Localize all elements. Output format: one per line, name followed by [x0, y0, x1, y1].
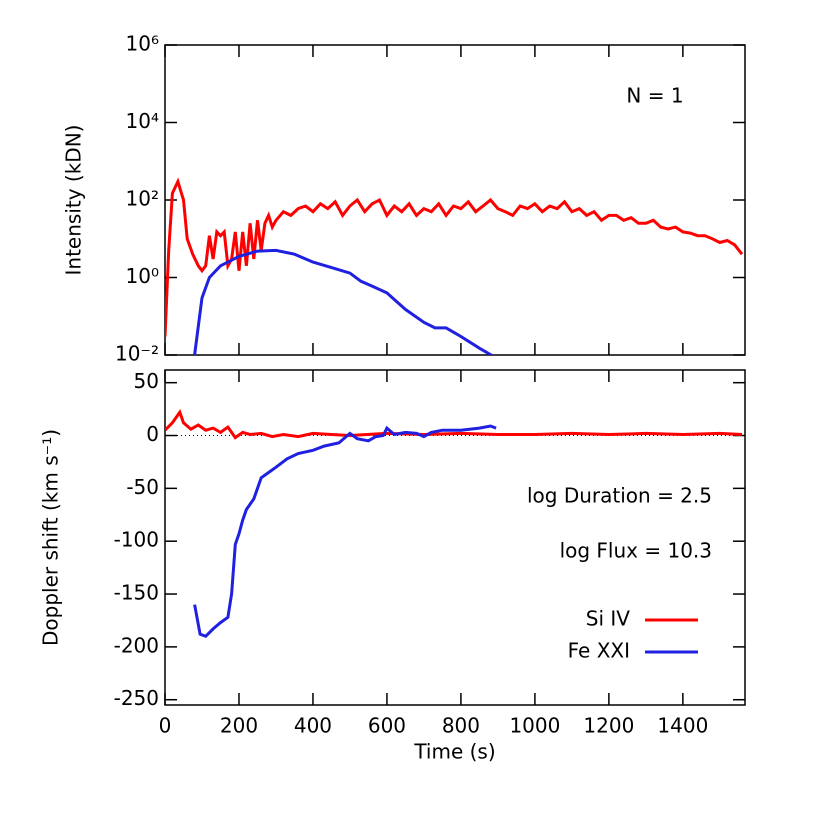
data-line [165, 177, 744, 337]
y-tick-label: -250 [114, 686, 159, 710]
y-tick-label: 10⁰ [126, 264, 159, 288]
y-tick-label: 0 [146, 422, 159, 446]
y-tick-label: 10⁴ [126, 109, 159, 133]
x-tick-label: 200 [220, 714, 258, 738]
legend-label: Fe XXI [568, 639, 630, 663]
x-axis-label: Time (s) [413, 740, 495, 764]
annotation: N = 1 [626, 84, 683, 108]
data-line [193, 248, 495, 355]
plot-frame [164, 369, 746, 706]
x-tick-label: 1400 [657, 714, 708, 738]
x-tick-label: 800 [442, 714, 480, 738]
x-tick-label: 0 [159, 714, 172, 738]
annotation: log Duration = 2.5 [527, 484, 712, 508]
x-tick-label: 1000 [509, 714, 560, 738]
y-axis-label: Doppler shift (km s⁻¹) [39, 429, 63, 646]
y-tick-label: 10⁶ [126, 32, 159, 56]
annotation: log Flux = 10.3 [560, 539, 712, 563]
x-tick-label: 400 [294, 714, 332, 738]
y-tick-label: 10² [126, 187, 159, 211]
y-tick-label: -100 [114, 528, 159, 552]
y-tick-label: 50 [134, 369, 159, 393]
y-axis-label: Intensity (kDN) [62, 125, 86, 276]
legend-label: Si IV [586, 607, 631, 631]
y-tick-label: 10⁻² [115, 342, 159, 366]
x-tick-label: 600 [368, 714, 406, 738]
y-tick-label: -150 [114, 581, 159, 605]
data-line [193, 424, 497, 639]
data-line [165, 409, 743, 440]
x-tick-label: 1200 [583, 714, 634, 738]
y-tick-label: -200 [114, 633, 159, 657]
y-tick-label: -50 [126, 475, 159, 499]
